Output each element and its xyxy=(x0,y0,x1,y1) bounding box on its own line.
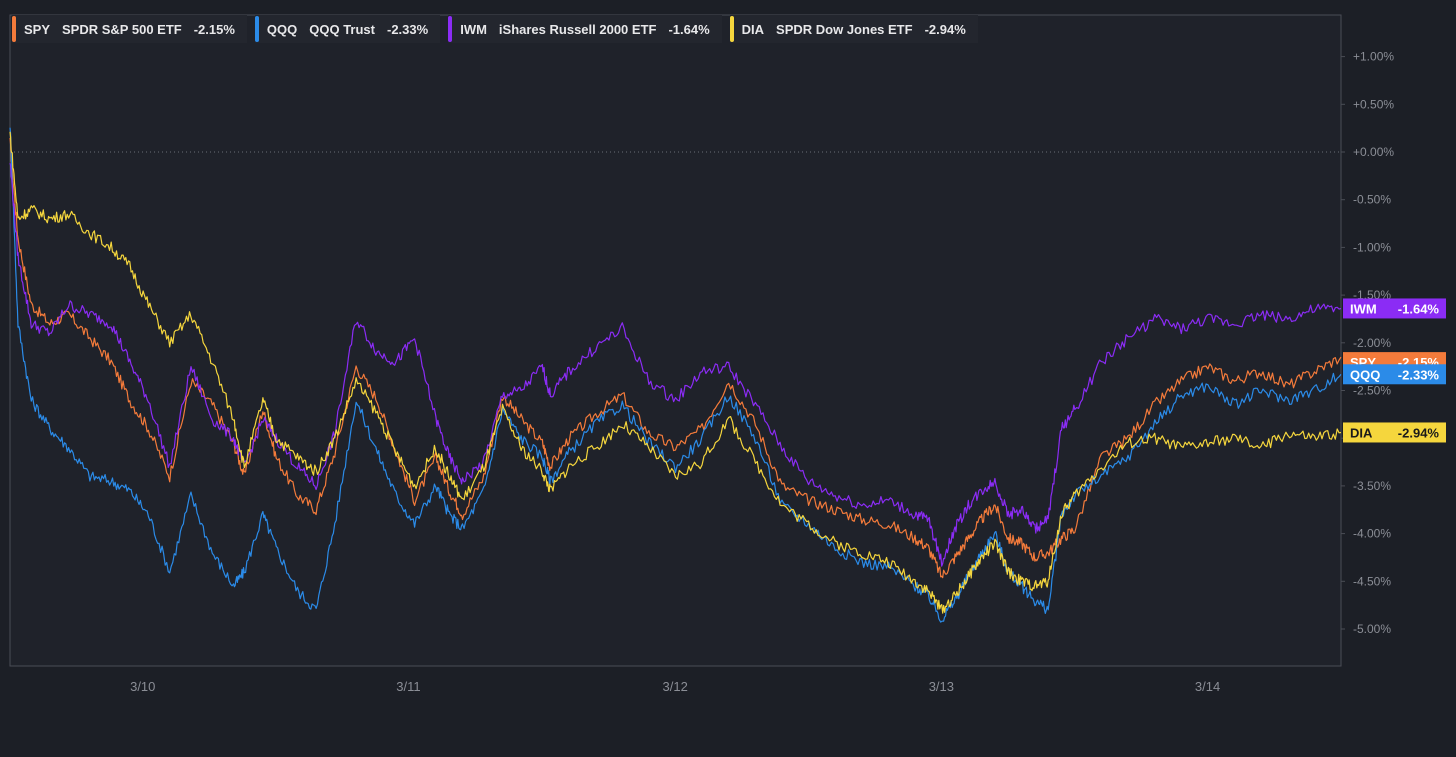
legend-change: -2.33% xyxy=(387,21,429,37)
value-label-change: -2.33% xyxy=(1398,367,1440,382)
value-label-ticker: DIA xyxy=(1350,425,1373,440)
legend-ticker: SPY xyxy=(24,21,51,37)
legend-swatch-spy xyxy=(12,16,16,42)
legend-name: QQQ Trust xyxy=(309,21,375,37)
y-tick-label: -1.00% xyxy=(1353,240,1391,254)
legend-swatch-qqq xyxy=(254,16,259,42)
legend-item-spy[interactable]: SPY SPDR S&P 500 ETF -2.15% xyxy=(12,15,247,43)
series-line-iwm xyxy=(9,162,1342,567)
x-tick-label: 3/10 xyxy=(130,679,155,694)
legend-swatch-dia xyxy=(729,16,734,42)
legend-ticker: DIA xyxy=(741,21,765,37)
legend-ticker: IWM xyxy=(460,21,487,37)
legend-item-qqq[interactable]: QQQ QQQ Trust -2.33% xyxy=(254,15,441,43)
legend-ticker: QQQ xyxy=(266,21,298,37)
plot-frame xyxy=(9,14,1342,667)
y-tick-label: -4.00% xyxy=(1353,527,1391,541)
value-label-change: -2.94% xyxy=(1398,425,1440,440)
value-label-ticker: IWM xyxy=(1350,301,1377,316)
legend: SPY SPDR S&P 500 ETF -2.15% QQQ QQQ Trus… xyxy=(12,14,978,44)
value-label-ticker: QQQ xyxy=(1350,367,1380,382)
series-line-spy xyxy=(9,137,1342,579)
y-tick-label: -2.50% xyxy=(1353,384,1391,398)
legend-name: iShares Russell 2000 ETF xyxy=(498,21,657,37)
value-label-change: -1.64% xyxy=(1398,301,1440,316)
legend-name: SPDR Dow Jones ETF xyxy=(776,21,913,37)
x-tick-label: 3/12 xyxy=(663,679,688,694)
y-tick-label: -2.00% xyxy=(1353,336,1391,350)
legend-change: -2.15% xyxy=(193,21,235,37)
legend-item-dia[interactable]: DIA SPDR Dow Jones ETF -2.94% xyxy=(729,15,978,43)
y-tick-label: -3.50% xyxy=(1353,479,1391,493)
x-tick-label: 3/13 xyxy=(929,679,954,694)
legend-change: -2.94% xyxy=(924,21,966,37)
value-label-bg-qqq xyxy=(1343,364,1446,385)
y-tick-label: -0.50% xyxy=(1353,193,1391,207)
y-tick-label: +1.00% xyxy=(1353,50,1394,64)
series-line-dia xyxy=(9,131,1342,614)
y-tick-label: -4.50% xyxy=(1353,574,1391,588)
x-tick-label: 3/11 xyxy=(396,679,420,694)
legend-swatch-iwm xyxy=(448,16,453,42)
legend-name: SPDR S&P 500 ETF xyxy=(62,21,182,37)
legend-change: -1.64% xyxy=(668,21,710,37)
series-line-qqq xyxy=(9,127,1342,623)
value-label-bg-iwm xyxy=(1343,298,1446,319)
y-tick-label: +0.50% xyxy=(1353,97,1394,111)
y-tick-label: -5.00% xyxy=(1353,622,1391,636)
value-label-bg-dia xyxy=(1343,422,1446,443)
x-tick-label: 3/14 xyxy=(1195,679,1220,694)
y-tick-label: +0.00% xyxy=(1353,145,1394,159)
legend-item-iwm[interactable]: IWM iShares Russell 2000 ETF -1.64% xyxy=(448,15,722,43)
